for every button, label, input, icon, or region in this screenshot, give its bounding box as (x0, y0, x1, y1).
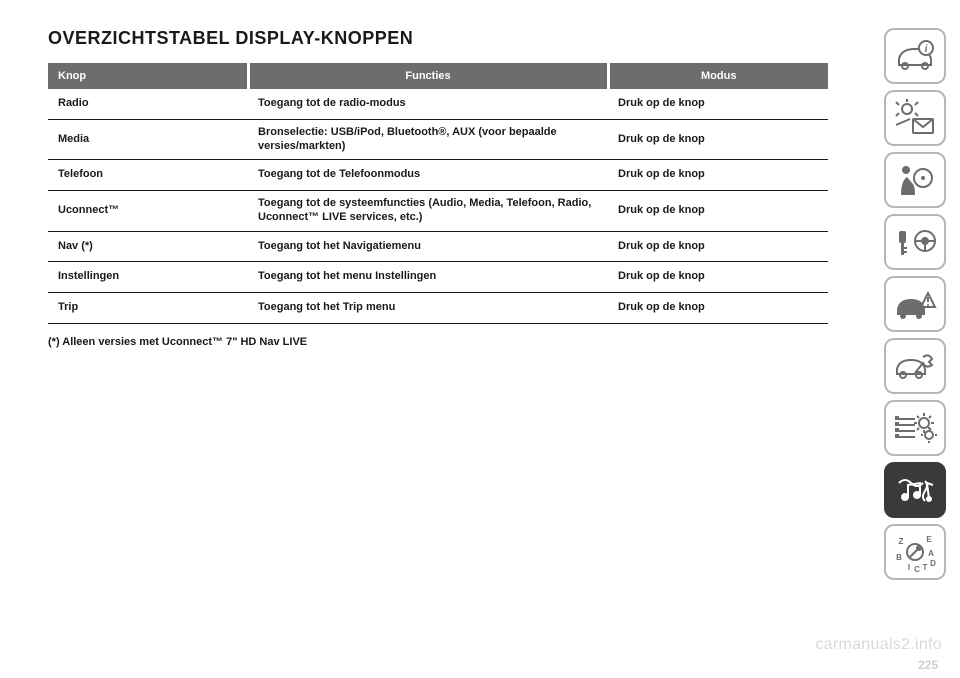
cell-modus: Druk op de knop (608, 262, 828, 293)
sidebar-item-compass-letters[interactable]: Z E B A I C T D (884, 524, 946, 580)
page-number: 225 (918, 658, 938, 672)
cell-functies: Toegang tot de systeemfuncties (Audio, M… (248, 191, 608, 232)
svg-text:A: A (928, 549, 934, 558)
sidebar-item-airbag[interactable] (884, 152, 946, 208)
cell-modus: Druk op de knop (608, 231, 828, 262)
sidebar-item-car-warning[interactable] (884, 276, 946, 332)
cell-knop: Telefoon (48, 160, 248, 191)
sidebar-item-key-wheel[interactable] (884, 214, 946, 270)
svg-text:D: D (930, 559, 936, 568)
cell-functies: Toegang tot het Navigatiemenu (248, 231, 608, 262)
svg-text:C: C (914, 565, 920, 574)
cell-modus: Druk op de knop (608, 160, 828, 191)
svg-text:B: B (896, 553, 902, 562)
cell-functies: Bronselectie: USB/iPod, Bluetooth®, AUX … (248, 119, 608, 160)
col-header-modus: Modus (608, 63, 828, 89)
cell-functies: Toegang tot het Trip menu (248, 293, 608, 324)
cell-functies: Toegang tot de radio-modus (248, 89, 608, 119)
settings-list-icon (893, 409, 937, 447)
table-row: Trip Toegang tot het Trip menu Druk op d… (48, 293, 828, 324)
light-mail-icon (893, 99, 937, 137)
sidebar-item-settings-list[interactable] (884, 400, 946, 456)
cell-knop: Uconnect™ (48, 191, 248, 232)
svg-text:T: T (923, 563, 928, 572)
table-row: Telefoon Toegang tot de Telefoonmodus Dr… (48, 160, 828, 191)
col-header-knop: Knop (48, 63, 248, 89)
cell-modus: Druk op de knop (608, 293, 828, 324)
cell-modus: Druk op de knop (608, 191, 828, 232)
col-header-functies: Functies (248, 63, 608, 89)
sidebar: i (878, 0, 960, 678)
nav-music-icon (893, 471, 937, 509)
cell-knop: Radio (48, 89, 248, 119)
car-info-icon: i (893, 39, 937, 73)
overview-table: Knop Functies Modus Radio Toegang tot de… (48, 63, 828, 324)
table-row: Media Bronselectie: USB/iPod, Bluetooth®… (48, 119, 828, 160)
table-row: Nav (*) Toegang tot het Navigatiemenu Dr… (48, 231, 828, 262)
table-row: Radio Toegang tot de radio-modus Druk op… (48, 89, 828, 119)
cell-functies: Toegang tot de Telefoonmodus (248, 160, 608, 191)
table-row: Instellingen Toegang tot het menu Instel… (48, 262, 828, 293)
watermark: carmanuals2.info (815, 636, 942, 654)
svg-text:i: i (925, 44, 928, 55)
car-wrench-icon (893, 347, 937, 385)
sidebar-item-nav-music[interactable] (884, 462, 946, 518)
sidebar-item-light-mail[interactable] (884, 90, 946, 146)
cell-functies: Toegang tot het menu Instellingen (248, 262, 608, 293)
airbag-icon (893, 161, 937, 199)
key-wheel-icon (893, 223, 937, 261)
cell-modus: Druk op de knop (608, 119, 828, 160)
cell-knop: Instellingen (48, 262, 248, 293)
cell-knop: Media (48, 119, 248, 160)
footnote: (*) Alleen versies met Uconnect™ 7" HD N… (48, 336, 858, 348)
compass-letters-icon: Z E B A I C T D (893, 530, 937, 574)
cell-knop: Nav (*) (48, 231, 248, 262)
page-title: OVERZICHTSTABEL DISPLAY-KNOPPEN (48, 28, 858, 49)
sidebar-item-car-info[interactable]: i (884, 28, 946, 84)
cell-modus: Druk op de knop (608, 89, 828, 119)
svg-text:E: E (926, 535, 932, 544)
svg-text:I: I (908, 563, 910, 572)
car-warning-icon (893, 285, 937, 323)
svg-text:Z: Z (899, 537, 904, 546)
cell-knop: Trip (48, 293, 248, 324)
sidebar-item-car-wrench[interactable] (884, 338, 946, 394)
table-row: Uconnect™ Toegang tot de systeemfuncties… (48, 191, 828, 232)
